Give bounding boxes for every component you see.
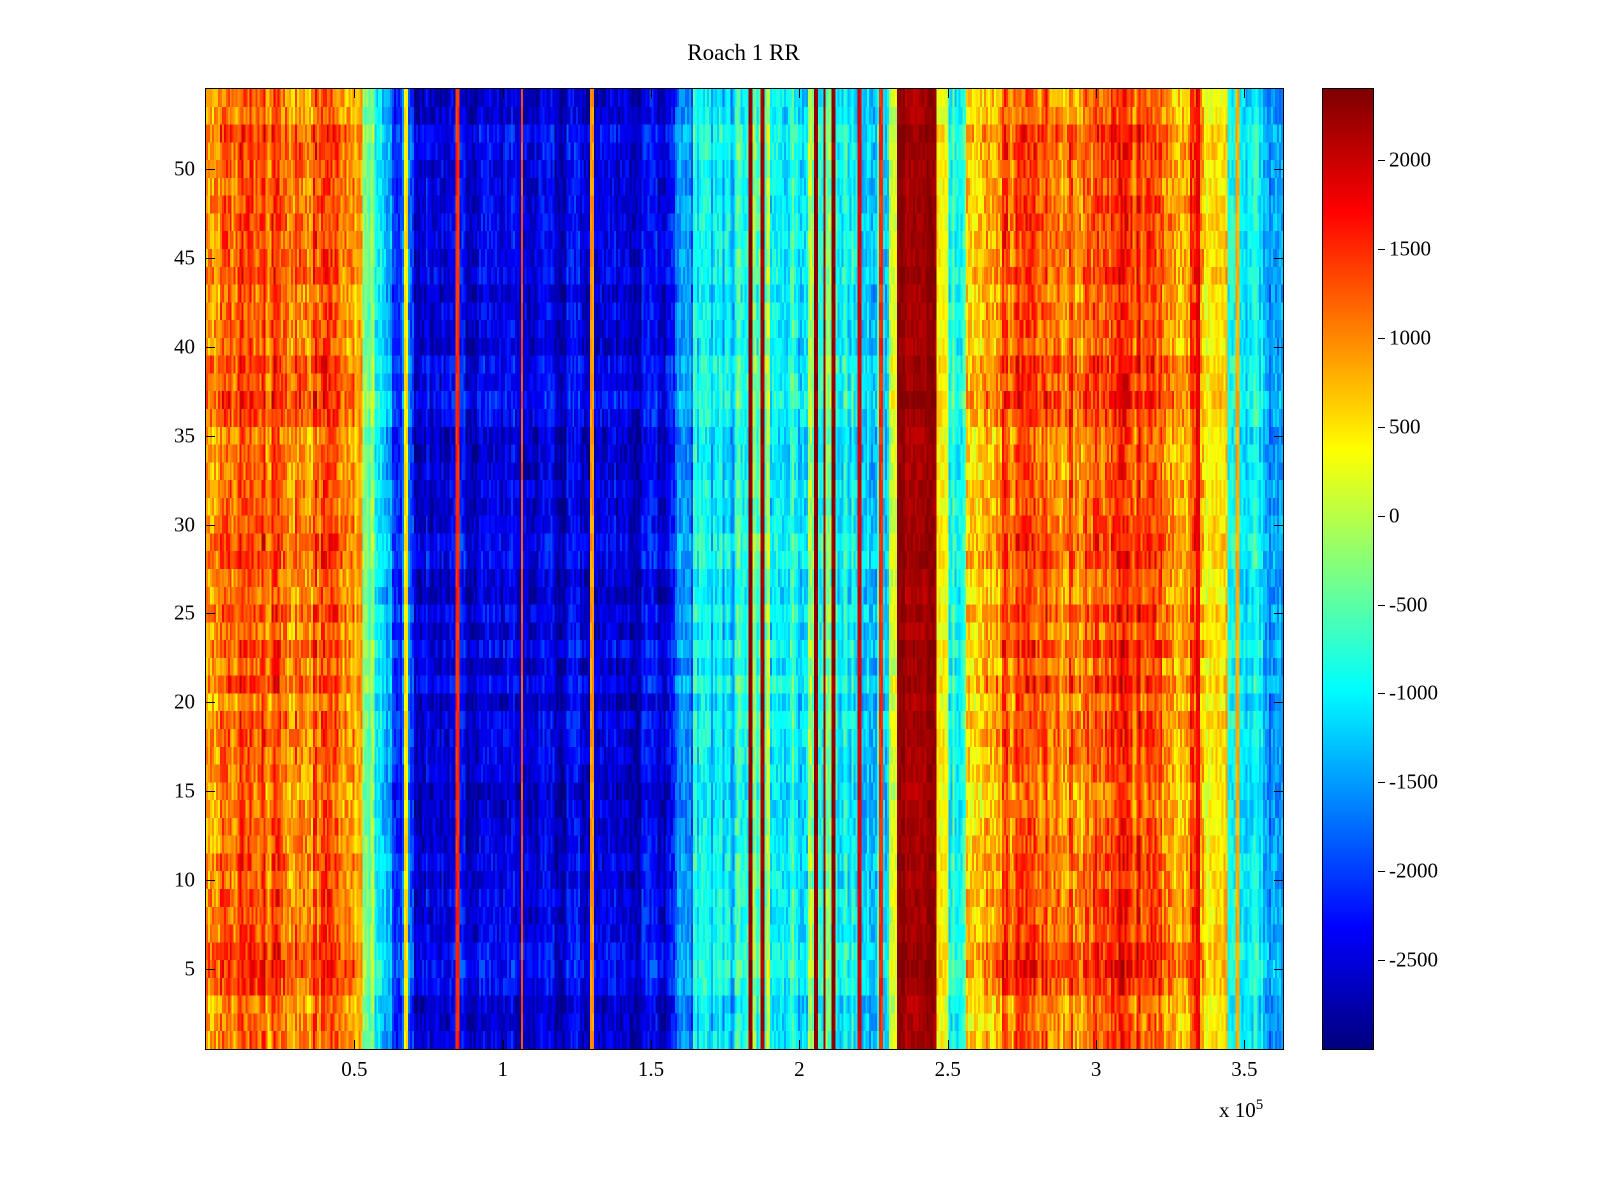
colorbar-tick-mark [1378,693,1385,695]
y-tick-mark [1274,880,1283,882]
y-tick-label: 40 [174,334,195,359]
y-tick-label: 50 [174,156,195,181]
y-tick-mark [206,435,215,437]
x-tick-mark [354,89,356,98]
colorbar-tick-mark [1378,604,1385,606]
colorbar-tick-label: -2000 [1389,858,1438,883]
y-tick-mark [1274,702,1283,704]
y-tick-mark [206,791,215,793]
y-tick-mark [1274,435,1283,437]
y-tick-mark [1274,791,1283,793]
colorbar-tick-label: 2000 [1389,147,1431,172]
x-tick-mark [502,1040,504,1049]
x-tick-mark [1244,1040,1246,1049]
x-axis-scale-label: x 105 [1219,1097,1263,1123]
x-axis-scale-prefix: x 10 [1219,1098,1256,1122]
x-tick-mark [354,1040,356,1049]
y-tick-mark [206,880,215,882]
colorbar-tick-label: -1000 [1389,680,1438,705]
y-tick-mark [206,257,215,259]
y-tick-label: 5 [184,956,196,981]
y-tick-label: 45 [174,245,195,270]
y-tick-label: 30 [174,512,195,537]
colorbar-tick-mark [1378,160,1385,162]
colorbar-tick-label: -1500 [1389,769,1438,794]
y-tick-mark [206,168,215,170]
y-tick-mark [206,346,215,348]
colorbar-tick-mark [1378,782,1385,784]
colorbar-tick-label: 500 [1389,414,1421,439]
colorbar-tick-label: 1500 [1389,236,1431,261]
y-tick-label: 25 [174,600,195,625]
x-tick-mark [947,1040,949,1049]
x-tick-mark [799,1040,801,1049]
y-tick-mark [206,969,215,970]
y-tick-mark [206,524,215,526]
x-tick-label: 2.5 [934,1057,961,1081]
y-tick-mark [1274,346,1283,348]
heatmap-plot-area: 0.5 1 1.5 2 2.5 3 3.5 5 10 15 20 25 30 35 40 45 50 [174,88,1284,1081]
y-tick-mark [206,613,215,615]
x-tick-mark [1096,89,1098,98]
y-tick-mark [1274,168,1283,170]
x-axis-scale-exponent: 5 [1255,1097,1264,1113]
y-tick-label: 20 [174,689,195,714]
x-tick-label: 1 [497,1057,508,1081]
x-tick-mark [1096,1040,1098,1049]
colorbar-tick-label: 1000 [1389,325,1431,350]
y-tick-label: 35 [174,423,195,448]
x-tick-label: 2 [794,1057,805,1081]
y-tick-mark [1274,613,1283,615]
x-tick-mark [1244,89,1246,98]
colorbar-gradient-canvas [1323,89,1373,1049]
x-tick-mark [502,89,504,98]
colorbar-tick-mark [1378,960,1385,962]
x-tick-label: 3 [1090,1057,1102,1081]
x-tick-label: 1.5 [637,1057,665,1081]
y-tick-mark [1274,969,1283,970]
x-tick-label: 0.5 [341,1057,368,1081]
chart-title: Roach 1 RR [687,40,800,65]
y-tick-mark [1274,257,1283,259]
colorbar-tick-mark [1378,337,1385,339]
colorbar: 2000 1500 1000 500 0 -500 -1000 -1500 -2000 -2500 [1322,88,1438,1050]
y-tick-label: 10 [174,867,195,892]
colorbar-tick-label: 0 [1389,503,1400,528]
x-tick-mark [651,1040,653,1049]
x-tick-mark [799,89,801,98]
x-tick-mark [947,89,949,98]
colorbar-tick-mark [1378,515,1385,517]
y-tick-mark [1274,524,1283,526]
heatmap-canvas [206,89,1283,1049]
x-tick-label: 3.5 [1231,1057,1258,1081]
colorbar-tick-mark [1378,871,1385,873]
colorbar-tick-label: -2500 [1389,947,1438,972]
colorbar-tick-label: -500 [1389,592,1428,617]
colorbar-tick-mark [1378,426,1385,428]
colorbar-tick-mark [1378,248,1385,250]
y-tick-label: 15 [174,778,195,803]
y-tick-mark [206,702,215,704]
x-tick-mark [651,89,653,98]
